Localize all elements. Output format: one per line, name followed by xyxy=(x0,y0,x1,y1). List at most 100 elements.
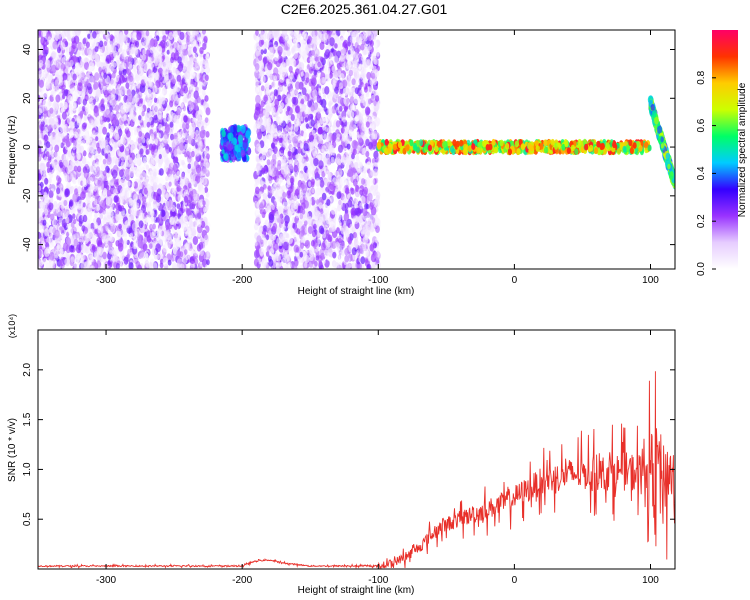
spectrogram-cell xyxy=(233,138,238,145)
spectrogram-cell xyxy=(197,182,204,192)
spectrogram-cell xyxy=(88,144,94,154)
spectrogram-cell xyxy=(96,237,102,247)
spectrogram-cell xyxy=(171,184,177,192)
spectrogram-cell xyxy=(114,104,120,112)
spectrogram-cell xyxy=(163,165,168,173)
spectrogram-cell xyxy=(146,184,152,192)
spectrogram-cell xyxy=(183,85,189,94)
spectrogram-cell xyxy=(173,132,178,140)
spectrogram-cell xyxy=(187,163,192,170)
spectrogram-cell xyxy=(56,187,61,195)
spectrogram-cell xyxy=(51,160,56,167)
spectrogram-cell xyxy=(84,234,90,243)
spectrogram-cell xyxy=(137,181,143,190)
spectrogram-cell xyxy=(195,120,199,126)
spectrogram-cell xyxy=(42,170,46,177)
spectrogram-cell xyxy=(95,166,101,174)
spectrogram-cell xyxy=(69,172,74,180)
spectrogram-cell xyxy=(182,96,187,104)
spectrogram-cell xyxy=(160,253,164,259)
spectrogram-cell xyxy=(148,116,153,123)
spectrogram-cell xyxy=(125,219,131,228)
spectrogram-cell xyxy=(55,94,61,103)
spectrogram-cell xyxy=(110,125,114,132)
spectrogram-cell xyxy=(206,153,210,160)
spectrogram-cell xyxy=(49,171,54,179)
spectrogram-cell xyxy=(61,57,66,64)
spectrogram-cell xyxy=(151,248,157,256)
spectrogram-cell xyxy=(110,255,115,261)
spectrogram-cell xyxy=(161,70,166,78)
spectrogram-cell xyxy=(83,170,89,179)
spectrogram-cell xyxy=(100,192,106,201)
spectrogram-cell xyxy=(40,124,45,131)
spectrogram-cell xyxy=(42,219,47,226)
spectrogram-cell xyxy=(179,180,184,187)
spectrogram-cell xyxy=(112,248,117,256)
spectrogram-cell xyxy=(40,36,46,45)
spectrogram-cell xyxy=(192,236,199,245)
spectrogram-cell xyxy=(155,58,159,64)
spectrogram-cell xyxy=(119,74,125,84)
spectrogram-cell xyxy=(80,48,84,54)
spectrogram-cell xyxy=(173,148,179,158)
spectrogram-cell xyxy=(94,212,98,219)
spectrogram-cell xyxy=(158,54,163,63)
spectrogram-cell xyxy=(193,207,198,215)
spectrogram-cell xyxy=(97,61,102,68)
spectrogram-cell xyxy=(138,115,142,121)
spectrogram-cell xyxy=(189,190,194,197)
spectrogram-cell xyxy=(150,254,155,263)
spectrogram-cell xyxy=(50,183,56,192)
spectrogram-cell xyxy=(199,93,203,99)
spectrogram-cell xyxy=(139,249,145,258)
spectrogram-cell xyxy=(49,132,53,138)
spectrogram-cell xyxy=(184,70,191,80)
spectrogram-cell xyxy=(113,188,118,197)
spectrogram-cell xyxy=(182,48,187,56)
spectrogram-cell xyxy=(194,160,199,168)
spectrogram-cell xyxy=(59,161,64,169)
spectrogram-cell xyxy=(100,199,106,208)
spectrogram-cell xyxy=(57,74,62,82)
spectrogram-cell xyxy=(56,244,60,250)
spectrogram-cell xyxy=(125,143,130,152)
spectrogram-cell xyxy=(132,95,138,104)
spectrogram-cell xyxy=(43,134,49,142)
spectrogram-cell xyxy=(94,72,100,81)
spectrogram-cell xyxy=(42,99,48,108)
spectrogram-cell xyxy=(128,63,133,70)
spectrogram-cell xyxy=(72,193,78,202)
spectrogram-cell xyxy=(90,119,95,126)
spectrogram-cell xyxy=(56,203,61,211)
spectrogram-cell xyxy=(204,137,210,147)
spectrogram-cell xyxy=(183,249,188,255)
spectrogram-cell xyxy=(179,142,185,151)
spectrogram-cell xyxy=(141,54,146,61)
spectrogram-cell xyxy=(111,45,117,53)
spectrogram-cell xyxy=(54,144,60,153)
spectrogram-cell xyxy=(158,153,162,160)
spectrogram-cell xyxy=(204,95,209,102)
spectrogram-cell xyxy=(56,174,61,182)
spectrogram-cell xyxy=(146,99,151,106)
spectrogram-cell xyxy=(98,159,103,166)
spectrogram-cell xyxy=(109,113,114,121)
spectrogram-cell xyxy=(52,40,58,50)
spectrogram-cell xyxy=(171,139,177,148)
spectrogram-cell xyxy=(168,32,174,41)
spectrogram-cell xyxy=(99,40,104,48)
spectrogram-cell xyxy=(230,151,235,157)
spectrogram-cell xyxy=(105,225,109,232)
spectrogram-cell xyxy=(115,54,119,60)
spectrogram-cell xyxy=(96,115,100,122)
spectrogram-cell xyxy=(76,51,81,57)
spectrogram-cell xyxy=(176,203,181,210)
spectrogram-cell xyxy=(115,158,120,166)
spectrogram-cell xyxy=(162,150,167,158)
spectrogram-cell xyxy=(174,100,178,107)
spectrogram-cell xyxy=(63,199,68,207)
spectrogram-cell xyxy=(85,192,91,202)
spectrogram-cell xyxy=(199,60,204,67)
spectrogram-cell xyxy=(126,89,132,97)
